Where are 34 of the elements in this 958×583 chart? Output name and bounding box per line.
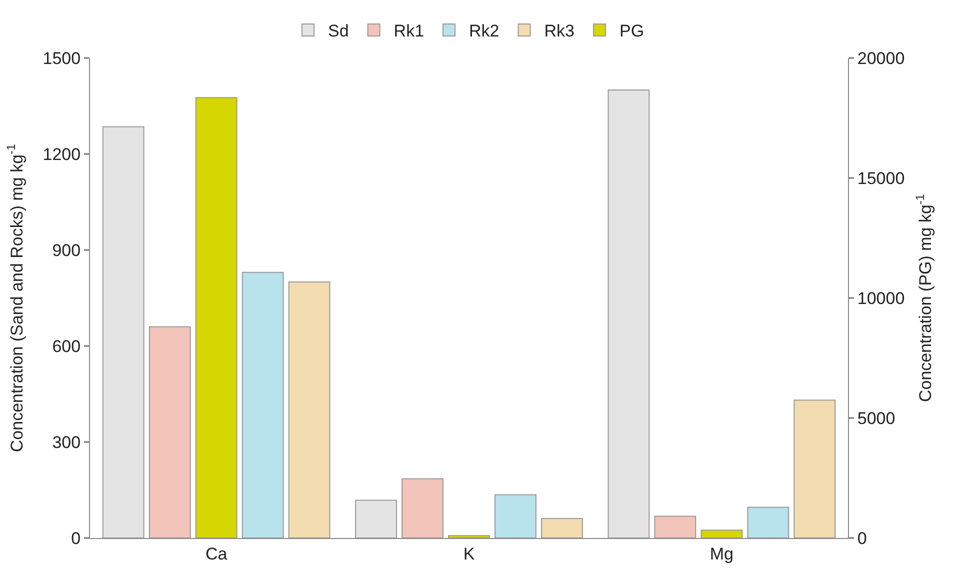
y2-tick-label: 20000 bbox=[857, 48, 905, 68]
bar bbox=[242, 272, 284, 538]
bar bbox=[148, 326, 191, 538]
y-tick-label: 1200 bbox=[42, 144, 81, 164]
bar bbox=[794, 400, 836, 538]
y-tick-label: 300 bbox=[52, 432, 81, 452]
y-tick-label: 1500 bbox=[42, 48, 81, 68]
bar bbox=[608, 90, 650, 538]
y2-tick-label: 0 bbox=[857, 528, 867, 548]
bar bbox=[195, 97, 238, 538]
x-tick-label: Mg bbox=[710, 544, 734, 564]
bar bbox=[494, 494, 536, 538]
legend-label: Sd bbox=[328, 22, 349, 41]
y-tick-label: 0 bbox=[71, 528, 81, 548]
bar bbox=[700, 530, 743, 538]
bar bbox=[541, 518, 583, 538]
y2-tick-label: 5000 bbox=[857, 408, 896, 428]
bar bbox=[288, 282, 330, 538]
bar bbox=[654, 516, 696, 538]
bar bbox=[747, 506, 790, 538]
legend-label: PG bbox=[620, 22, 644, 41]
legend-label: Rk3 bbox=[544, 22, 574, 41]
bar bbox=[102, 126, 144, 538]
y2-tick-label: 15000 bbox=[857, 168, 905, 188]
y-tick-label: 600 bbox=[52, 336, 81, 356]
legend-label: Rk2 bbox=[469, 22, 500, 41]
x-tick-label: Ca bbox=[205, 544, 228, 564]
bar bbox=[355, 500, 397, 538]
y-tick-label: 900 bbox=[52, 240, 81, 260]
bar bbox=[448, 535, 490, 538]
bar bbox=[402, 478, 444, 538]
legend-label: Rk1 bbox=[394, 22, 424, 41]
x-tick-label: K bbox=[463, 544, 476, 564]
y2-tick-label: 10000 bbox=[857, 288, 905, 308]
